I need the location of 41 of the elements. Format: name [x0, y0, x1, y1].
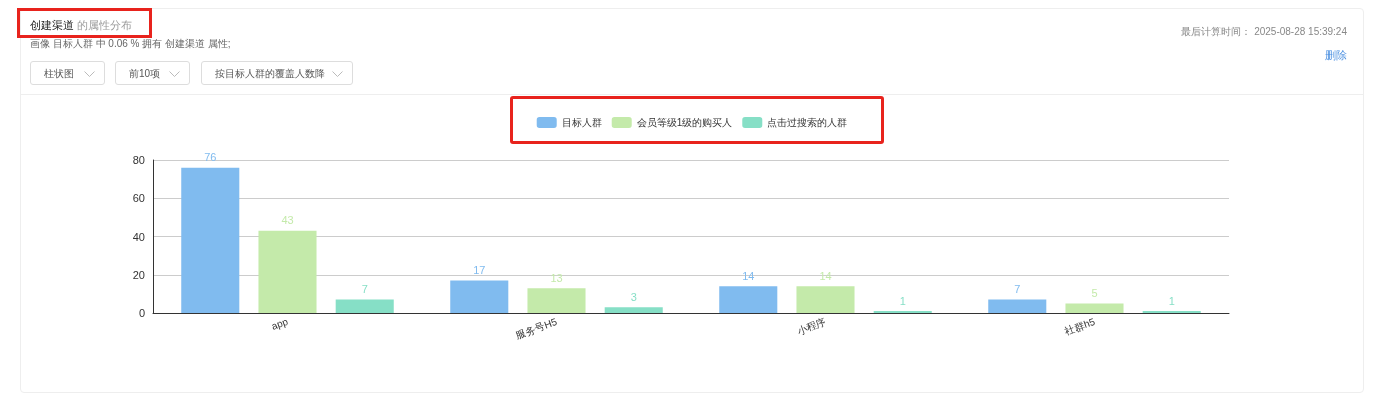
data-label: 5 — [1091, 286, 1098, 299]
y-tick-label: 60 — [132, 192, 145, 205]
x-tick-label: 服务号H5 — [514, 315, 559, 341]
x-tick-label: 小程序 — [795, 315, 828, 337]
x-tick-label: 社群h5 — [1063, 315, 1097, 337]
data-label: 7 — [1014, 283, 1021, 296]
y-tick-label: 0 — [138, 307, 145, 319]
data-label: 43 — [281, 214, 294, 227]
data-label: 17 — [473, 263, 486, 276]
legend-label: 会员等级1级的购买人 — [636, 117, 733, 128]
data-label: 7 — [361, 283, 368, 296]
chart-subtitle: 画像 目标人群 中 0.06 % 拥有 创建渠道 属性; — [30, 37, 231, 50]
bar — [335, 299, 394, 313]
bar — [450, 280, 509, 313]
legend-label: 点击过搜索的人群 — [767, 117, 848, 128]
bar — [527, 288, 586, 313]
bar — [1065, 303, 1124, 313]
data-label: 13 — [550, 271, 563, 284]
bar — [604, 307, 663, 313]
y-tick-label: 20 — [132, 268, 145, 281]
text: 删除 — [1325, 48, 1347, 62]
chart-title: 创建渠道 的属性分布 — [30, 19, 132, 31]
bar — [258, 230, 317, 313]
y-tick-label: 80 — [132, 154, 145, 166]
y-tick-label: 40 — [132, 230, 145, 243]
bar — [719, 286, 778, 313]
bar — [181, 167, 240, 313]
dropdown-select: 柱状图 — [30, 61, 105, 85]
data-label: 14 — [819, 269, 832, 282]
text: 最后计算时间： 2025-08-28 15:39:24 — [1181, 25, 1347, 38]
bar — [796, 286, 855, 313]
data-label: 3 — [630, 290, 637, 303]
dropdown-select: 按目标人群的覆盖人数降 — [201, 61, 353, 85]
data-label: 1 — [1168, 294, 1175, 307]
data-label: 76 — [204, 151, 217, 164]
legend-label: 目标人群 — [561, 117, 602, 128]
data-label: 14 — [742, 269, 755, 282]
x-tick-label: app — [269, 315, 290, 332]
bar — [988, 299, 1047, 313]
dropdown-select: 前10项 — [115, 61, 190, 85]
data-label: 1 — [899, 294, 906, 307]
